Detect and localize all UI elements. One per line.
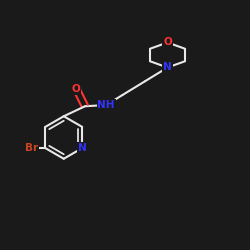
- Text: N: N: [163, 62, 172, 72]
- Text: O: O: [72, 84, 80, 94]
- Text: O: O: [163, 38, 172, 48]
- Text: NH: NH: [98, 100, 115, 110]
- Text: N: N: [78, 143, 86, 153]
- Text: Br: Br: [25, 143, 38, 153]
